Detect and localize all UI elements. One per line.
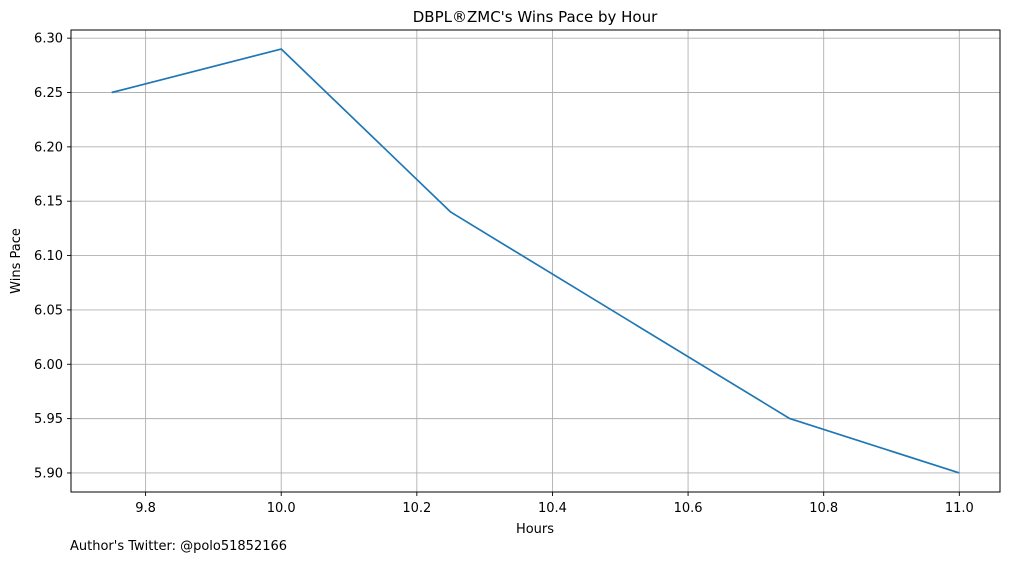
x-tick-label: 10.8: [809, 501, 838, 516]
y-tick-label: 6.15: [34, 195, 63, 210]
y-tick-label: 6.10: [34, 249, 63, 264]
y-tick-label: 6.00: [34, 358, 63, 373]
series-layer: [111, 48, 960, 474]
chart-title: DBPL®ZMC's Wins Pace by Hour: [413, 8, 658, 26]
y-tick-label: 5.90: [34, 466, 63, 481]
x-tick-label: 10.6: [674, 501, 703, 516]
x-tick-label: 11.0: [945, 501, 974, 516]
y-tick-label: 6.25: [34, 86, 63, 101]
grid: [71, 30, 1000, 492]
y-axis-label: Wins Pace: [9, 228, 24, 294]
y-tick-label: 6.30: [34, 32, 63, 47]
x-tick-label: 10.0: [267, 501, 296, 516]
plot-frame: [70, 29, 1001, 493]
footer-author-twitter: Author's Twitter: @polo51852166: [70, 539, 287, 554]
x-tick-label: 10.2: [402, 501, 431, 516]
x-tick-label: 9.8: [135, 501, 156, 516]
y-tick-label: 6.05: [34, 303, 63, 318]
x-tick-label: 10.4: [538, 501, 567, 516]
x-axis-label: Hours: [516, 522, 554, 537]
axis-ticks: 9.8 10.0 10.2 10.4 10.6 10.8 11.0 5.90 5.95 6.00 6…: [34, 32, 974, 516]
y-tick-label: 6.20: [34, 140, 63, 155]
series-line: [111, 48, 960, 474]
y-tick-label: 5.95: [34, 412, 63, 427]
